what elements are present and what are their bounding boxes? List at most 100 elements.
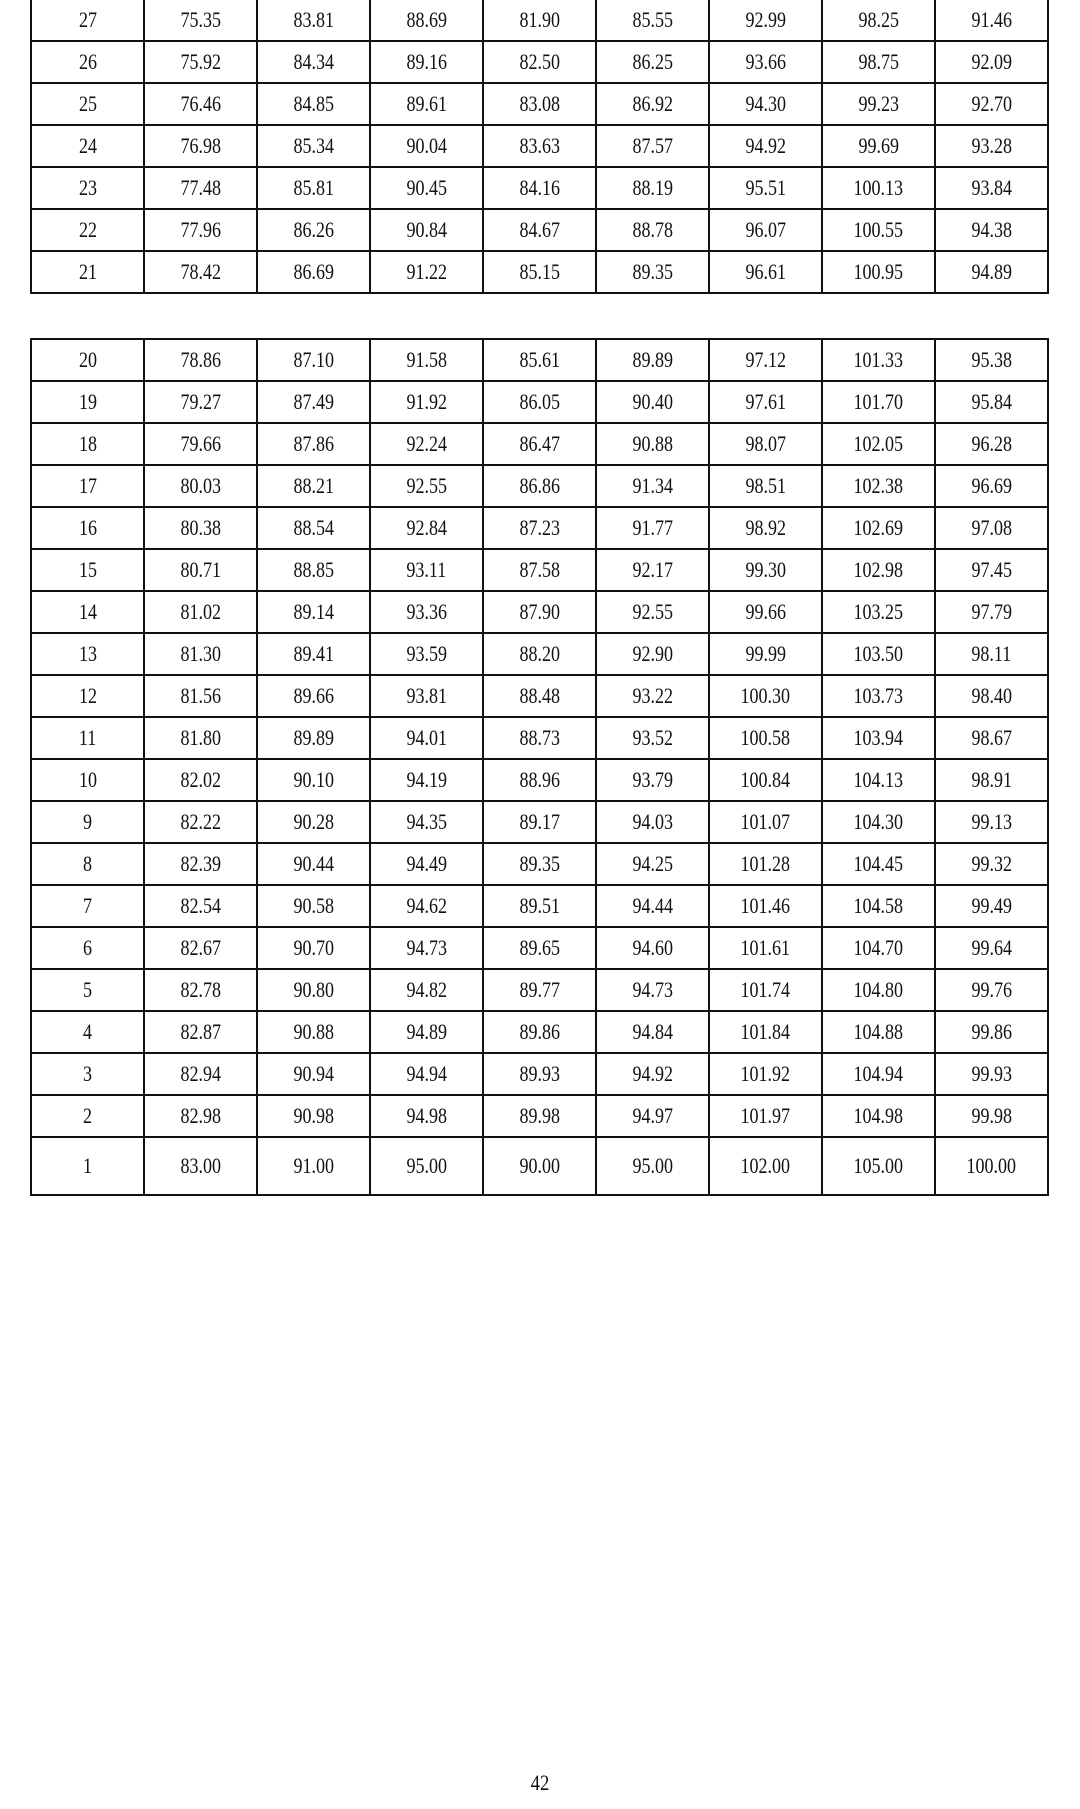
cell-text: 90.00 xyxy=(519,1153,560,1178)
cell-text: 93.66 xyxy=(745,49,786,74)
value-cell: 99.49 xyxy=(934,884,1049,928)
value-cell: 75.92 xyxy=(143,40,258,84)
value-cell: 86.05 xyxy=(482,380,597,424)
cell-text: 87.10 xyxy=(293,347,334,372)
value-cell: 99.30 xyxy=(708,548,823,592)
value-cell: 103.25 xyxy=(821,590,936,634)
cell-text: 88.21 xyxy=(293,473,334,498)
row-index-cell: 13 xyxy=(30,632,145,676)
value-cell: 84.34 xyxy=(256,40,371,84)
table-row: 2 82.98 90.98 94.98 89.98 94.97 101.97 104.98 99… xyxy=(30,1094,1049,1138)
cell-text: 81.90 xyxy=(519,7,560,32)
cell-text: 84.85 xyxy=(293,91,334,116)
cell-text: 21 xyxy=(78,259,97,284)
cell-text: 78.42 xyxy=(180,259,221,284)
value-cell: 100.55 xyxy=(821,208,936,252)
cell-text: 100.30 xyxy=(740,683,791,708)
value-cell: 89.61 xyxy=(369,82,484,126)
value-cell: 92.09 xyxy=(934,40,1049,84)
value-cell: 82.98 xyxy=(143,1094,258,1138)
cell-text: 16 xyxy=(78,515,97,540)
value-cell: 94.73 xyxy=(369,926,484,970)
cell-text: 90.04 xyxy=(406,133,447,158)
value-cell: 96.28 xyxy=(934,422,1049,466)
row-index-cell: 18 xyxy=(30,422,145,466)
value-cell: 98.51 xyxy=(708,464,823,508)
cell-text: 97.08 xyxy=(971,515,1012,540)
value-cell: 93.22 xyxy=(595,674,710,718)
cell-text: 8 xyxy=(82,851,93,876)
value-cell: 80.71 xyxy=(143,548,258,592)
value-cell: 88.85 xyxy=(256,548,371,592)
value-cell: 100.84 xyxy=(708,758,823,802)
value-cell: 94.92 xyxy=(595,1052,710,1096)
cell-text: 93.28 xyxy=(971,133,1012,158)
value-cell: 83.63 xyxy=(482,124,597,168)
value-cell: 99.32 xyxy=(934,842,1049,886)
value-cell: 105.00 xyxy=(821,1136,936,1196)
value-cell: 91.58 xyxy=(369,338,484,382)
table-row: 26 75.92 84.34 89.16 82.50 86.25 93.66 98.75 92.… xyxy=(30,40,1049,84)
cell-text: 75.92 xyxy=(180,49,221,74)
cell-text: 98.07 xyxy=(745,431,786,456)
cell-text: 17 xyxy=(78,473,97,498)
value-cell: 89.16 xyxy=(369,40,484,84)
value-cell: 89.65 xyxy=(482,926,597,970)
table-row: 16 80.38 88.54 92.84 87.23 91.77 98.92 102.69 97… xyxy=(30,506,1049,550)
cell-text: 101.92 xyxy=(740,1061,791,1086)
cell-text: 77.48 xyxy=(180,175,221,200)
row-index-cell: 6 xyxy=(30,926,145,970)
cell-text: 90.70 xyxy=(293,935,334,960)
value-cell: 82.22 xyxy=(143,800,258,844)
cell-text: 90.80 xyxy=(293,977,334,1002)
cell-text: 104.94 xyxy=(853,1061,904,1086)
value-cell: 102.00 xyxy=(708,1136,823,1196)
value-cell: 89.89 xyxy=(256,716,371,760)
cell-text: 89.35 xyxy=(632,259,673,284)
cell-text: 92.99 xyxy=(745,7,786,32)
table-row: 4 82.87 90.88 94.89 89.86 94.84 101.84 104.88 99… xyxy=(30,1010,1049,1054)
cell-text: 19 xyxy=(78,389,97,414)
cell-text: 80.71 xyxy=(180,557,221,582)
cell-text: 93.79 xyxy=(632,767,673,792)
value-cell: 96.69 xyxy=(934,464,1049,508)
row-index-cell: 8 xyxy=(30,842,145,886)
value-cell: 94.97 xyxy=(595,1094,710,1138)
cell-text: 100.13 xyxy=(853,175,904,200)
value-cell: 88.21 xyxy=(256,464,371,508)
cell-text: 94.89 xyxy=(971,259,1012,284)
cell-text: 94.94 xyxy=(406,1061,447,1086)
cell-text: 98.67 xyxy=(971,725,1012,750)
value-cell: 94.98 xyxy=(369,1094,484,1138)
cell-text: 94.98 xyxy=(406,1103,447,1128)
value-cell: 92.17 xyxy=(595,548,710,592)
value-cell: 89.98 xyxy=(482,1094,597,1138)
value-cell: 99.76 xyxy=(934,968,1049,1012)
value-cell: 91.92 xyxy=(369,380,484,424)
value-cell: 101.33 xyxy=(821,338,936,382)
cell-text: 100.55 xyxy=(853,217,904,242)
cell-text: 90.88 xyxy=(293,1019,334,1044)
cell-text: 93.36 xyxy=(406,599,447,624)
value-cell: 93.28 xyxy=(934,124,1049,168)
table-row: 21 78.42 86.69 91.22 85.15 89.35 96.61 100.95 94… xyxy=(30,250,1049,294)
value-cell: 85.81 xyxy=(256,166,371,210)
value-cell: 104.80 xyxy=(821,968,936,1012)
row-index-cell: 11 xyxy=(30,716,145,760)
table-row: 20 78.86 87.10 91.58 85.61 89.89 97.12 101.33 95… xyxy=(30,338,1049,382)
value-cell: 93.59 xyxy=(369,632,484,676)
cell-text: 85.81 xyxy=(293,175,334,200)
table-row: 23 77.48 85.81 90.45 84.16 88.19 95.51 100.13 93… xyxy=(30,166,1049,210)
value-cell: 93.81 xyxy=(369,674,484,718)
cell-text: 92.24 xyxy=(406,431,447,456)
value-cell: 78.86 xyxy=(143,338,258,382)
value-cell: 90.80 xyxy=(256,968,371,1012)
cell-text: 104.58 xyxy=(853,893,904,918)
value-cell: 95.00 xyxy=(595,1136,710,1196)
cell-text: 94.92 xyxy=(745,133,786,158)
value-cell: 85.61 xyxy=(482,338,597,382)
table-row: 7 82.54 90.58 94.62 89.51 94.44 101.46 104.58 99… xyxy=(30,884,1049,928)
value-cell: 98.92 xyxy=(708,506,823,550)
cell-text: 1 xyxy=(82,1153,93,1178)
cell-text: 82.98 xyxy=(180,1103,221,1128)
